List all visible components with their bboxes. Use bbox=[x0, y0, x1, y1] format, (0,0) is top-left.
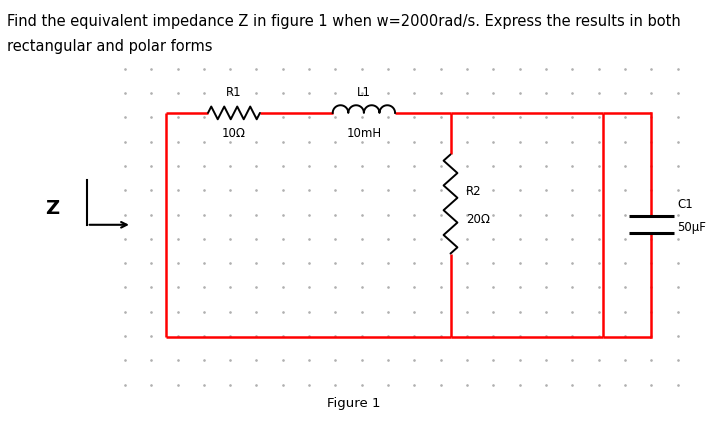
Text: R2: R2 bbox=[466, 185, 481, 198]
Text: Z: Z bbox=[45, 199, 59, 218]
Text: 20Ω: 20Ω bbox=[466, 214, 490, 226]
Text: Find the equivalent impedance Z in figure 1 when w=2000rad/s. Express the result: Find the equivalent impedance Z in figur… bbox=[7, 14, 681, 29]
Text: C1: C1 bbox=[677, 198, 693, 211]
Text: Figure 1: Figure 1 bbox=[327, 397, 380, 410]
Text: L1: L1 bbox=[357, 86, 371, 99]
Text: R1: R1 bbox=[226, 86, 242, 99]
Text: 10Ω: 10Ω bbox=[222, 127, 246, 140]
Text: 10mH: 10mH bbox=[346, 127, 382, 140]
Text: rectangular and polar forms: rectangular and polar forms bbox=[7, 39, 213, 54]
Text: 50μF: 50μF bbox=[677, 221, 706, 234]
